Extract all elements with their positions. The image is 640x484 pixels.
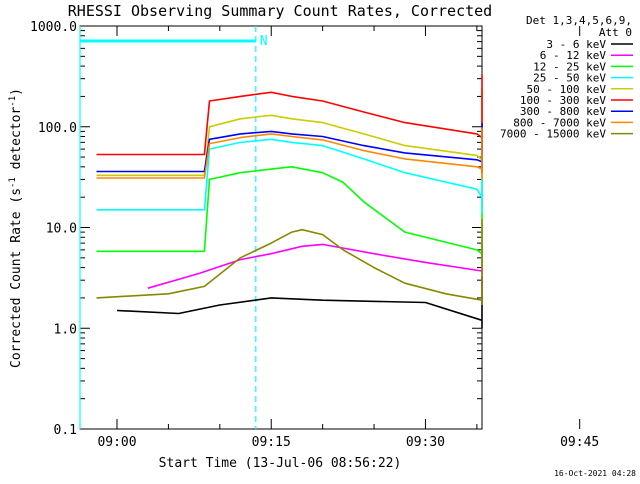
x-axis-label: Start Time (13-Jul-06 08:56:22) bbox=[159, 456, 402, 471]
legend-label-0: 3 - 6 keV bbox=[546, 38, 606, 51]
series-line-4 bbox=[96, 87, 483, 177]
series-line-5 bbox=[96, 73, 483, 156]
series-line-8 bbox=[96, 218, 483, 305]
chart-title: RHESSI Observing Summary Count Rates, Co… bbox=[68, 2, 492, 20]
y-tick-label: 0.1 bbox=[54, 423, 77, 438]
series-group bbox=[96, 73, 483, 329]
legend-label-7: 800 - 7000 keV bbox=[513, 116, 606, 129]
y-tick-label: 10.0 bbox=[46, 222, 77, 237]
legend-label-5: 100 - 300 keV bbox=[520, 94, 606, 107]
plot-frame bbox=[79, 25, 483, 430]
series-line-0 bbox=[116, 276, 483, 329]
footer-timestamp: 16-Oct-2021 04:28 bbox=[554, 469, 636, 478]
legend-label-6: 300 - 800 keV bbox=[520, 105, 606, 118]
night-label: N bbox=[260, 34, 268, 49]
x-tick-label: 09:00 bbox=[97, 435, 136, 450]
x-tick-label: 09:15 bbox=[252, 435, 291, 450]
legend-header: Att 0 bbox=[599, 26, 632, 39]
legend-header: Det 1,3,4,5,6,9, bbox=[526, 14, 632, 27]
legend-label-1: 6 - 12 keV bbox=[540, 49, 607, 62]
night-annotations: N bbox=[79, 26, 268, 429]
x-tick-label: 09:30 bbox=[406, 435, 445, 450]
y-tick-label: 100.0 bbox=[38, 121, 77, 136]
y-axis-label: Corrected Count Rate (s-1 detector-1) bbox=[8, 88, 24, 368]
y-tick-label: 1.0 bbox=[54, 322, 77, 337]
series-line-7 bbox=[96, 127, 483, 180]
y-tick-label: 1000.0 bbox=[30, 20, 77, 35]
series-line-2 bbox=[96, 166, 483, 268]
legend-label-2: 12 - 25 keV bbox=[533, 60, 606, 73]
y-axis: 1000.0 100.0 10.0 1.0 0.1 bbox=[30, 20, 482, 438]
x-tick-label: 09:45 bbox=[560, 435, 599, 450]
legend-label-4: 50 - 100 keV bbox=[527, 83, 607, 96]
legend-label-8: 7000 - 15000 keV bbox=[500, 128, 606, 141]
legend-label-3: 25 - 50 keV bbox=[533, 72, 606, 85]
